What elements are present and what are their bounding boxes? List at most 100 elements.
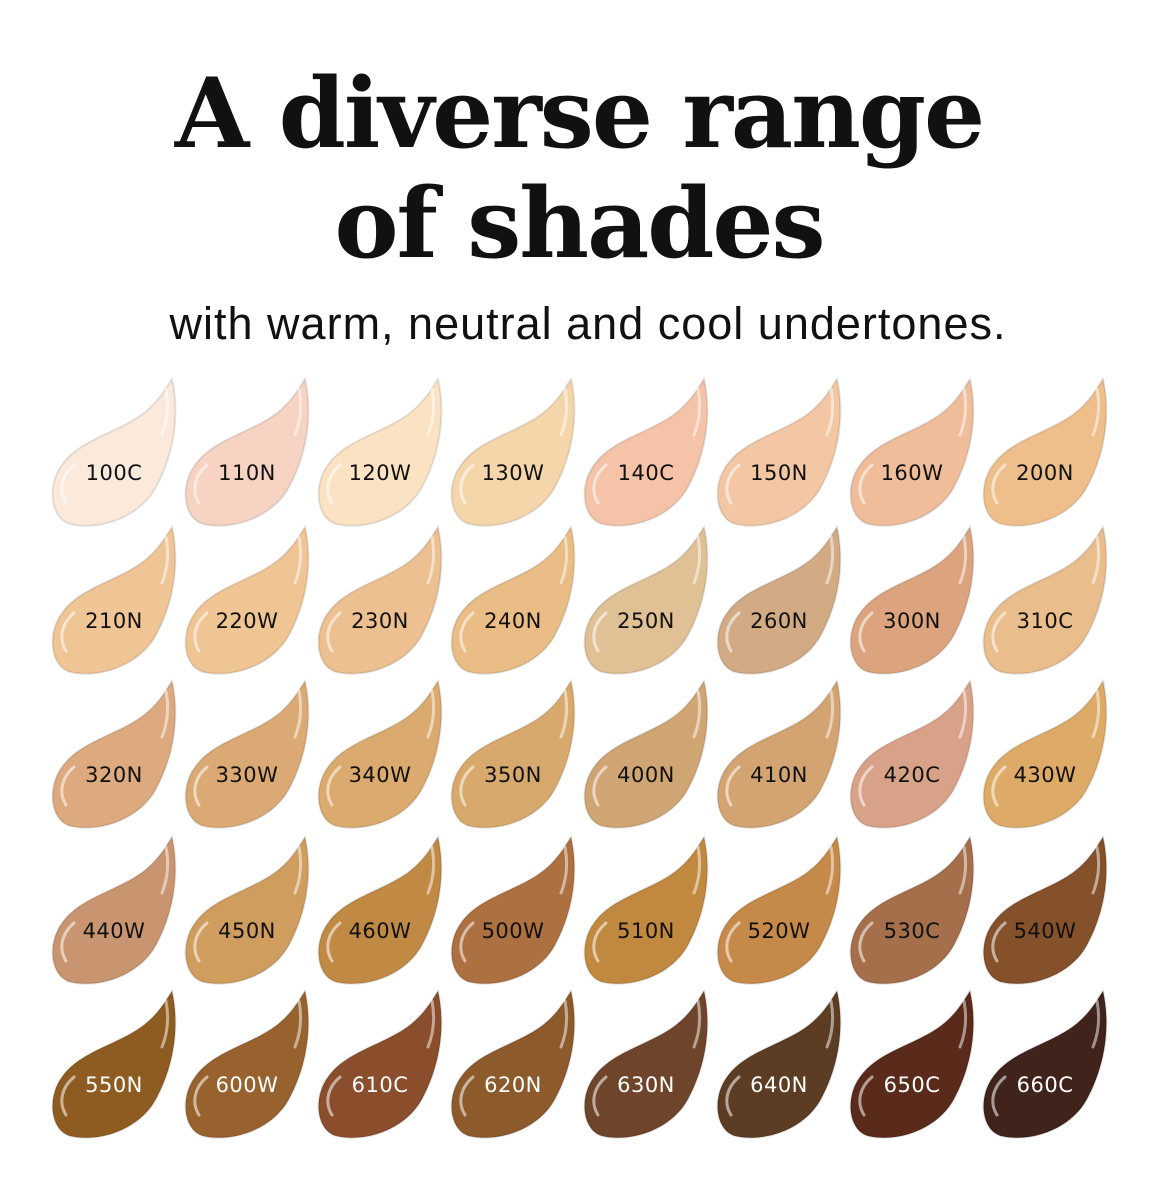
shade-swatch: 610C: [314, 987, 446, 1143]
swatch-blob: [583, 834, 709, 985]
shade-label: 250N: [617, 609, 675, 633]
shade-label: 220W: [215, 609, 279, 633]
shade-label: 660C: [1016, 1073, 1074, 1097]
shade-swatch: 220W: [181, 523, 313, 679]
shade-swatch: 400N: [580, 677, 712, 833]
shade-label: 450N: [218, 919, 276, 943]
shade-label: 430W: [1013, 763, 1077, 787]
swatch-blob: [849, 988, 975, 1139]
swatch-blob: [450, 988, 576, 1139]
shade-label: 340W: [348, 763, 412, 787]
swatch-blob: [982, 834, 1108, 985]
shade-swatch: 660C: [979, 987, 1111, 1143]
shade-label: 240N: [484, 609, 542, 633]
shade-swatch: 640N: [713, 987, 845, 1143]
shade-label: 260N: [750, 609, 808, 633]
shade-label: 510N: [617, 919, 675, 943]
shade-label: 420C: [883, 763, 941, 787]
shade-label: 200N: [1016, 461, 1074, 485]
swatch-blob: [849, 678, 975, 829]
swatch-blob: [450, 524, 576, 675]
shade-swatch: 630N: [580, 987, 712, 1143]
heading-line-1: A diverse range: [174, 57, 985, 170]
shade-swatch: 320N: [48, 677, 180, 833]
shade-swatch: 300N: [846, 523, 978, 679]
shade-swatch: 140C: [580, 375, 712, 531]
swatch-blob: [51, 988, 177, 1139]
shade-swatch: 650C: [846, 987, 978, 1143]
shade-label: 210N: [85, 609, 143, 633]
shade-label: 540W: [1013, 919, 1077, 943]
swatch-blob: [716, 988, 842, 1139]
shade-label: 620N: [484, 1073, 542, 1097]
swatch-blob: [716, 678, 842, 829]
swatch-blob: [317, 376, 443, 527]
swatch-blob: [982, 988, 1108, 1139]
swatch-blob: [317, 524, 443, 675]
shade-label: 100C: [85, 461, 143, 485]
swatch-blob: [716, 834, 842, 985]
shade-swatch: 330W: [181, 677, 313, 833]
shade-swatch: 100C: [48, 375, 180, 531]
shade-swatch: 110N: [181, 375, 313, 531]
shade-label: 410N: [750, 763, 808, 787]
shade-label: 530C: [883, 919, 941, 943]
shade-swatch: 500W: [447, 833, 579, 989]
shade-swatch: 600W: [181, 987, 313, 1143]
swatch-blob: [982, 678, 1108, 829]
swatch-blob: [51, 834, 177, 985]
shade-swatch: 340W: [314, 677, 446, 833]
shade-label: 440W: [82, 919, 146, 943]
shade-label: 150N: [750, 461, 808, 485]
shade-label: 400N: [617, 763, 675, 787]
subheading: with warm, neutral and cool undertones.: [169, 298, 1007, 349]
shade-swatch: 460W: [314, 833, 446, 989]
shade-label: 630N: [617, 1073, 675, 1097]
shade-swatch: 530C: [846, 833, 978, 989]
shade-swatch: 120W: [314, 375, 446, 531]
swatch-blob: [583, 376, 709, 527]
shade-label: 130W: [481, 461, 545, 485]
shade-swatch: 510N: [580, 833, 712, 989]
shade-swatch: 350N: [447, 677, 579, 833]
shade-label: 300N: [883, 609, 941, 633]
shade-label: 350N: [484, 763, 542, 787]
shade-swatch: 410N: [713, 677, 845, 833]
shade-swatch: 420C: [846, 677, 978, 833]
shade-label: 110N: [218, 461, 276, 485]
shade-swatch: 540W: [979, 833, 1111, 989]
shade-swatch: 230N: [314, 523, 446, 679]
shade-swatch: 440W: [48, 833, 180, 989]
shade-label: 500W: [481, 919, 545, 943]
shade-swatch: 250N: [580, 523, 712, 679]
shade-label: 610C: [351, 1073, 409, 1097]
shade-label: 550N: [85, 1073, 143, 1097]
swatch-blob: [450, 834, 576, 985]
shade-swatch: 260N: [713, 523, 845, 679]
shade-label: 310C: [1016, 609, 1074, 633]
shade-swatch: 550N: [48, 987, 180, 1143]
shade-swatch: 210N: [48, 523, 180, 679]
swatch-blob: [450, 678, 576, 829]
shade-swatch: 240N: [447, 523, 579, 679]
heading-line-2: of shades: [334, 167, 825, 280]
shade-label: 520W: [747, 919, 811, 943]
shade-swatch: 130W: [447, 375, 579, 531]
swatch-blob: [317, 834, 443, 985]
swatch-blob: [184, 524, 310, 675]
shade-label: 320N: [85, 763, 143, 787]
swatch-blob: [51, 376, 177, 527]
swatch-blob: [583, 678, 709, 829]
swatch-blob: [849, 524, 975, 675]
shade-swatch: 150N: [713, 375, 845, 531]
shade-swatch: 450N: [181, 833, 313, 989]
swatch-blob: [849, 834, 975, 985]
swatch-blob: [184, 834, 310, 985]
swatch-blob: [184, 376, 310, 527]
shade-swatch: 520W: [713, 833, 845, 989]
swatch-blob: [982, 524, 1108, 675]
shade-swatch: 200N: [979, 375, 1111, 531]
shade-label: 330W: [215, 763, 279, 787]
swatch-blob: [583, 988, 709, 1139]
swatch-blob: [982, 376, 1108, 527]
